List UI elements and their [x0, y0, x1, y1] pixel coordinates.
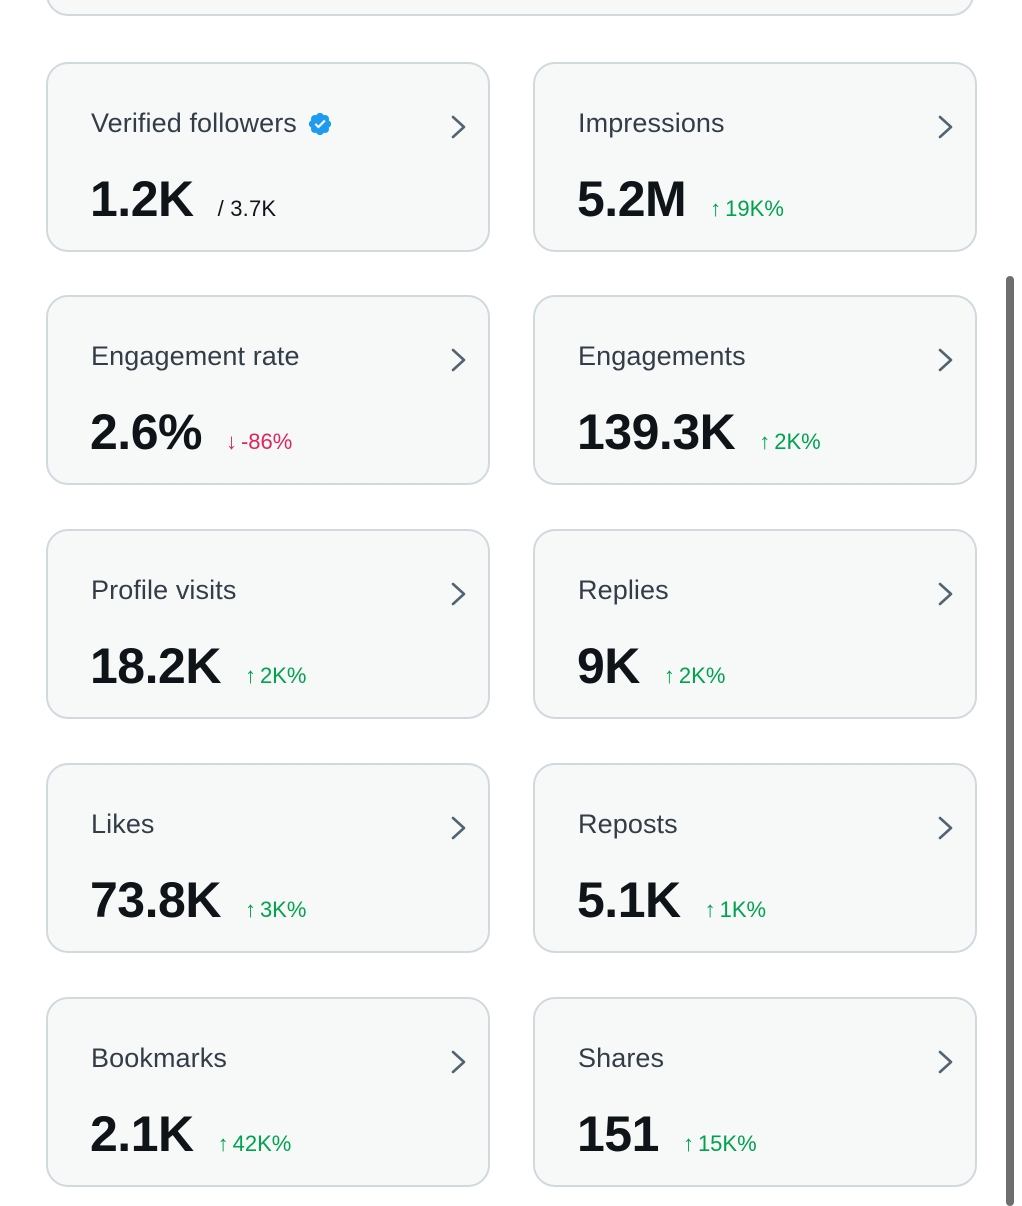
- metric-label: Reposts: [578, 809, 678, 839]
- verified-badge-icon: [308, 112, 332, 135]
- metric-label: Impressions: [578, 108, 725, 138]
- metric-delta: ↑ 19K%: [710, 196, 784, 221]
- arrow-up-icon: ↑: [759, 429, 771, 454]
- chevron-right-icon: [938, 115, 953, 139]
- arrow-up-icon: ↑: [704, 897, 716, 922]
- metric-delta: ↑ 2K%: [759, 429, 821, 454]
- previous-card-edge: [46, 0, 974, 16]
- metric-value: 2.1K: [90, 1106, 194, 1162]
- metric-delta: ↑ 15K%: [682, 1131, 757, 1156]
- chevron-right-icon: [451, 582, 466, 606]
- chevron-right-icon: [938, 582, 953, 606]
- metric-label: Engagement rate: [91, 341, 300, 371]
- metric-card-engagements[interactable]: Engagements 139.3K ↑ 2K%: [533, 295, 977, 485]
- metric-value: 18.2K: [90, 638, 221, 694]
- metric-card-bookmarks[interactable]: Bookmarks 2.1K ↑ 42K%: [46, 997, 490, 1187]
- metric-card-verified-followers[interactable]: Verified followers 1.2K / 3.7K: [46, 62, 490, 252]
- metric-total: / 3.7K: [217, 196, 277, 221]
- metric-card-impressions[interactable]: Impressions 5.2M ↑ 19K%: [533, 62, 977, 252]
- metric-label: Engagements: [578, 341, 746, 371]
- chevron-right-icon: [938, 348, 953, 372]
- arrow-down-icon: ↓: [225, 429, 237, 454]
- metric-delta: ↑ 3K%: [244, 897, 307, 922]
- chevron-right-icon: [451, 115, 466, 139]
- metric-delta: ↑ 2K%: [663, 663, 726, 688]
- metric-label: Shares: [578, 1043, 665, 1073]
- metric-label: Bookmarks: [91, 1043, 227, 1073]
- metric-value: 5.1K: [577, 872, 681, 928]
- chevron-right-icon: [451, 348, 466, 372]
- metric-card-reposts[interactable]: Reposts 5.1K ↑ 1K%: [533, 763, 977, 953]
- metric-card-likes[interactable]: Likes 73.8K ↑ 3K%: [46, 763, 490, 953]
- metric-delta: ↑ 1K%: [704, 897, 767, 922]
- metric-value: 73.8K: [90, 872, 221, 928]
- arrow-up-icon: ↑: [663, 663, 675, 688]
- chevron-right-icon: [938, 816, 953, 840]
- metric-label: Likes: [91, 809, 155, 839]
- arrow-up-icon: ↑: [710, 196, 722, 221]
- metric-label: Verified followers: [91, 108, 297, 138]
- metric-value: 1.2K: [90, 171, 194, 227]
- chevron-right-icon: [451, 1050, 466, 1074]
- metric-value: 139.3K: [577, 404, 736, 460]
- metric-delta: ↓ -86%: [225, 429, 293, 454]
- metric-label: Profile visits: [91, 575, 237, 605]
- arrow-up-icon: ↑: [682, 1131, 694, 1156]
- metric-value: 2.6%: [90, 404, 202, 460]
- chevron-right-icon: [451, 816, 466, 840]
- metric-label: Replies: [578, 575, 669, 605]
- scrollbar-thumb[interactable]: [1006, 276, 1014, 1206]
- metric-delta: ↑ 2K%: [244, 663, 307, 688]
- metric-delta: ↑ 42K%: [217, 1131, 292, 1156]
- chevron-right-icon: [938, 1050, 953, 1074]
- metric-card-shares[interactable]: Shares 151 ↑ 15K%: [533, 997, 977, 1187]
- arrow-up-icon: ↑: [217, 1131, 229, 1156]
- arrow-up-icon: ↑: [244, 897, 256, 922]
- metric-value: 5.2M: [577, 171, 687, 227]
- metric-value: 9K: [577, 638, 640, 694]
- arrow-up-icon: ↑: [244, 663, 256, 688]
- metric-card-engagement-rate[interactable]: Engagement rate 2.6% ↓ -86%: [46, 295, 490, 485]
- metric-card-profile-visits[interactable]: Profile visits 18.2K ↑ 2K%: [46, 529, 490, 719]
- metric-value: 151: [577, 1106, 659, 1162]
- metric-card-replies[interactable]: Replies 9K ↑ 2K%: [533, 529, 977, 719]
